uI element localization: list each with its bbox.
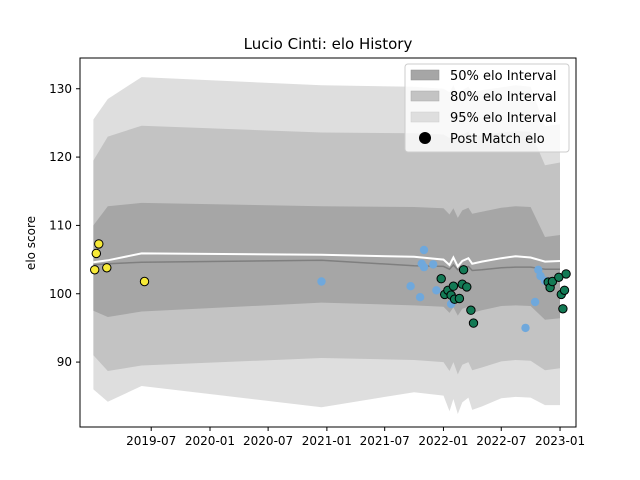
post-match-point: [521, 323, 530, 333]
y-tick-label: 100: [49, 287, 72, 301]
x-tick-label: 2021-01: [302, 434, 352, 448]
post-match-point: [139, 276, 150, 287]
post-match-point: [468, 318, 479, 328]
post-match-point: [454, 293, 465, 304]
post-match-point: [406, 282, 415, 291]
x-tick-label: 2020-01: [185, 434, 235, 448]
post-match-point: [558, 304, 568, 314]
plot-frame: [79, 57, 577, 428]
post-match-point: [94, 239, 104, 249]
legend-label-post-match: Post Match elo: [450, 132, 545, 147]
y-tick-label: 120: [49, 150, 72, 164]
legend-label-80: 80% elo Interval: [450, 90, 557, 105]
post-match-point: [415, 293, 425, 302]
post-match-point: [419, 245, 429, 255]
legend-marker-post-match: [419, 132, 431, 144]
legend-label-95: 95% elo Interval: [450, 111, 557, 126]
y-axis-ticks: 90 100 110 120 130: [49, 82, 80, 369]
post-match-point: [102, 263, 112, 273]
post-match-points: [90, 239, 571, 333]
y-tick-label: 110: [49, 218, 72, 232]
legend-label-50: 50% elo Interval: [450, 69, 557, 84]
x-tick-label: 2019-07: [126, 434, 176, 448]
post-match-point: [432, 286, 441, 295]
x-tick-label: 2023-01: [535, 434, 585, 448]
legend-swatch-80: [410, 90, 440, 102]
legend-swatch-95: [410, 111, 440, 123]
y-axis-label: elo score: [24, 216, 38, 270]
x-tick-label: 2020-07: [243, 434, 293, 448]
post-match-point: [448, 281, 459, 291]
post-match-point: [547, 276, 558, 287]
post-match-point: [90, 265, 100, 275]
post-match-point: [530, 297, 540, 307]
post-match-point: [458, 265, 469, 275]
post-match-point: [462, 282, 472, 292]
post-match-point: [429, 260, 438, 269]
x-tick-label: 2022-01: [418, 434, 468, 448]
x-tick-label: 2022-07: [476, 434, 526, 448]
median-elo-line: [93, 252, 561, 269]
x-axis-ticks: 2019-07 2020-01 2020-07 2021-01 2021-07 2022-…: [126, 427, 585, 448]
post-match-point: [317, 277, 326, 286]
legend-box: [404, 63, 570, 153]
chart-title: Lucio Cinti: elo History: [244, 35, 413, 53]
post-match-point: [91, 248, 102, 259]
post-match-point: [419, 262, 429, 272]
legend-swatch-50: [410, 69, 440, 81]
post-match-point: [436, 274, 446, 284]
legend: 50% elo Interval 80% elo Interval 95% el…: [404, 63, 570, 153]
y-tick-label: 130: [49, 82, 72, 96]
post-match-point: [559, 285, 570, 295]
post-match-point: [466, 305, 476, 315]
interval-bands: [93, 77, 561, 414]
post-match-point: [561, 269, 571, 279]
x-tick-label: 2021-07: [360, 434, 410, 448]
y-tick-label: 90: [57, 355, 72, 369]
